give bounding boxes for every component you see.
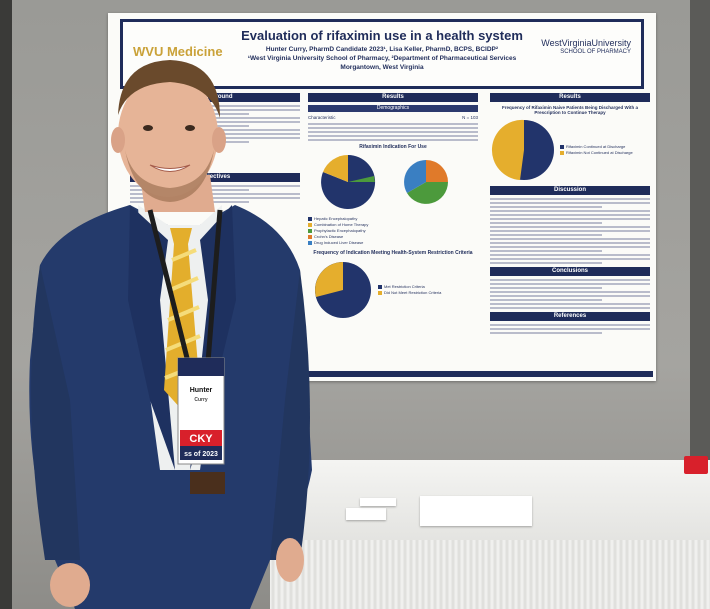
display-table [270,460,710,609]
poster-authors-block: Hunter Curry, PharmD Candidate 2023¹, Li… [123,46,641,72]
poster-right-column: Results Frequency of Rifaximin Naive Pat… [490,93,650,336]
indication-secondary-pie [404,160,448,204]
conclusions-header: Conclusions [490,267,650,276]
wvu-medicine-logo: WVU Medicine [133,44,223,59]
references-header: References [490,312,650,321]
legend-hepatic-encephalopathy: Hepatic Encephalopathy [314,216,358,221]
wvu-pharmacy-logo: WestVirginiaUniversity SCHOOL OF PHARMAC… [541,38,631,57]
poster-banner-inner: WVU Medicine Evaluation of rifaximin use… [123,22,641,86]
table-col-characteristic: Characteristic [308,115,336,120]
objectives-header: Objectives [130,173,300,182]
legend-drug-induced: Drug Induced Liver Disease [314,240,364,245]
legend-crohns: Crohn's Disease [314,234,344,239]
right-hand [276,538,304,582]
chart2-legend: Met Restriction Criteria Did Not Meet Re… [378,284,441,296]
badge-surname: Curry [194,397,208,403]
results-header-middle: Results [308,93,478,102]
demographics-header: Demographics [308,105,478,112]
poster-middle-column: Results Demographics Characteristic N = … [308,93,478,321]
demographics-table-head: Characteristic N = 103 [308,114,478,121]
poster-banner: WVU Medicine Evaluation of rifaximin use… [120,19,644,89]
beard [125,150,214,202]
poster-location: Morgantown, West Virginia [340,63,424,71]
red-cup [684,456,708,474]
legend-not-continued: Rifaximin Not Continued at Discharge [566,150,633,155]
poster-title: Evaluation of rifaximin use in a health … [241,28,523,43]
indication-pie-charts [321,154,448,209]
table-skirt [270,540,710,609]
poster-authors: Hunter Curry, PharmD Candidate 2023¹, Li… [265,46,499,53]
legend-met-criteria: Met Restriction Criteria [384,284,425,289]
badge-year: ss of 2023 [184,451,218,458]
handout-sheet [420,496,532,526]
discussion-header: Discussion [490,186,650,195]
wvu-logo-text: WestVirginiaUniversity [541,38,631,48]
hair [118,60,220,118]
chart2-area: Met Restriction Criteria Did Not Meet Re… [308,259,478,321]
chart1-title: Rifaximin Indication For Use [359,144,427,150]
handout-card [346,508,386,520]
dark-wall-edge [0,0,12,609]
results-header-right: Results [490,93,650,102]
poster-footer-bar [303,371,653,377]
discharge-prescription-pie [491,119,554,180]
legend-continued: Rifaximin Continued at Discharge [566,144,626,149]
table-col-n: N = 103 [462,115,478,120]
chart3-legend: Rifaximin Continued at Discharge Rifaxim… [560,144,633,156]
legend-not-met-criteria: Did Not Meet Restriction Criteria [384,290,442,295]
restriction-criteria-pie [315,262,371,318]
poster-affiliations: ¹West Virginia University School of Phar… [247,54,517,62]
indication-main-pie [321,154,376,209]
chart3-area: Rifaximin Continued at Discharge Rifaxim… [490,118,650,182]
lanyard [147,209,223,363]
badge-ribbon [180,430,222,446]
legend-combination-home-therapy: Combination of Home Therapy [314,222,369,227]
belt [190,472,225,494]
chart2-title: Frequency of Indication Meeting Health-S… [313,250,473,256]
wvu-logo-subtext: SCHOOL OF PHARMACY [560,49,631,56]
face [118,73,218,197]
badge-ribbon-text: CKY [189,433,213,445]
business-card [360,498,396,506]
chart3-title: Frequency of Rifaximin Naive Patients Be… [502,105,638,115]
chart1-legend: Hepatic Encephalopathy Combination of Ho… [308,216,478,246]
left-hand [50,563,90,607]
legend-prophylactic: Prophylactic Encephalopathy [314,228,366,233]
badge-name: Hunter [190,387,213,394]
